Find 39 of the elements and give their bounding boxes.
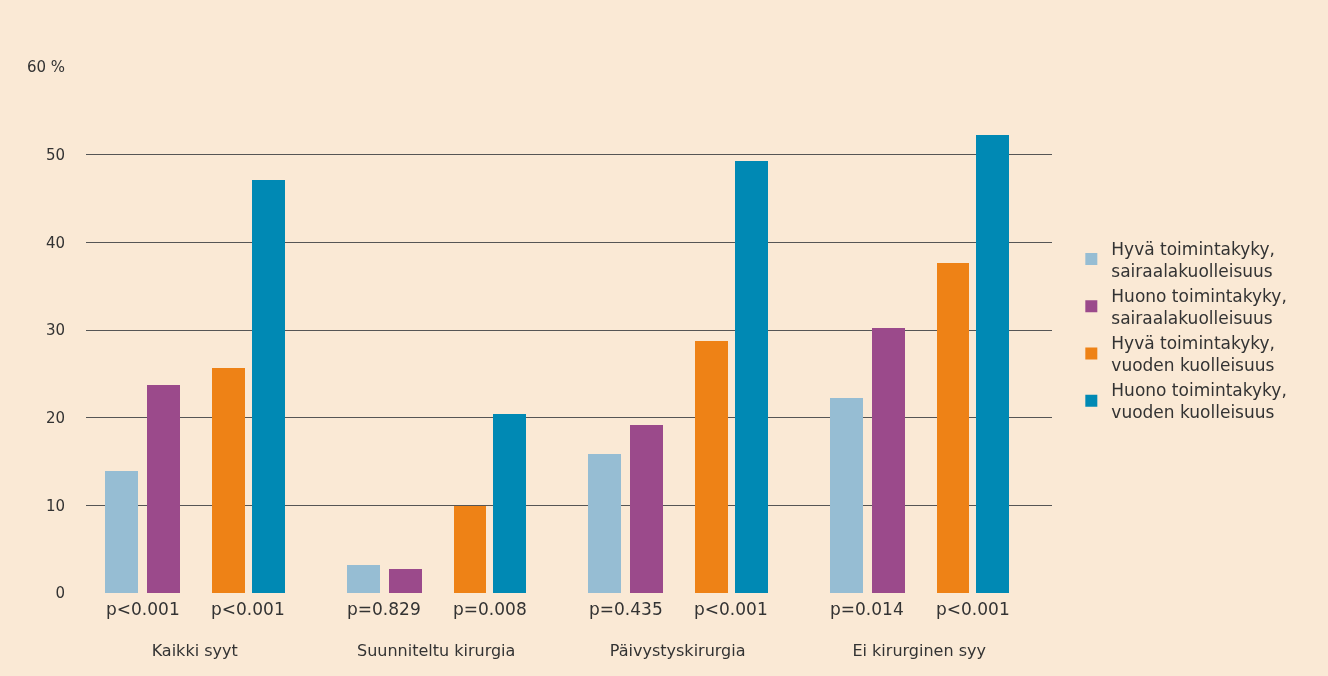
- legend-label: Hyvä toimintakyky, vuoden kuolleisuus: [1111, 333, 1275, 376]
- text: p=0.014: [830, 599, 904, 619]
- bar: [976, 135, 1009, 593]
- bar: [937, 263, 969, 593]
- x-tick-label: Ei kirurginen syy: [852, 641, 986, 660]
- bar: [735, 161, 768, 593]
- bar: [454, 506, 486, 593]
- legend-label: Huono toimintakyky, vuoden kuolleisuus: [1111, 380, 1287, 423]
- bar: [872, 328, 905, 593]
- bar: [830, 398, 863, 593]
- bar: [347, 565, 380, 593]
- y-tick-label: 10: [45, 496, 65, 515]
- text: p<0.001: [936, 599, 1010, 619]
- text: p=0.829: [347, 599, 421, 619]
- x-tick-label: Kaikki syyt: [151, 641, 238, 660]
- y-tick-label: 0: [55, 584, 65, 603]
- y-tick-label: 50: [45, 145, 65, 164]
- x-tick-label: Päivystyskirurgia: [609, 641, 746, 660]
- bar: [389, 569, 422, 593]
- legend-label: Huono toimintakyky, sairaalakuolleisuus: [1111, 285, 1287, 328]
- bar: [147, 385, 180, 593]
- bar: [493, 414, 526, 593]
- y-tick-label: 30: [45, 321, 65, 340]
- text: p=0.435: [589, 599, 663, 619]
- bar: [105, 471, 138, 593]
- y-tick-label: 40: [45, 233, 65, 252]
- x-tick-label: Suunniteltu kirurgia: [357, 641, 516, 660]
- text: p<0.001: [106, 599, 180, 619]
- bar: [630, 425, 663, 593]
- y-tick-label: 20: [45, 408, 65, 427]
- bar: [212, 368, 245, 593]
- bar: [695, 341, 728, 593]
- bar: [588, 454, 621, 593]
- bar: [252, 180, 285, 593]
- legend-label: Hyvä toimintakyky, sairaalakuolleisuus: [1111, 238, 1275, 281]
- y-tick-label: 60 %: [26, 58, 65, 77]
- text: p<0.001: [694, 599, 768, 619]
- text: p=0.008: [453, 599, 527, 619]
- text: p<0.001: [211, 599, 285, 619]
